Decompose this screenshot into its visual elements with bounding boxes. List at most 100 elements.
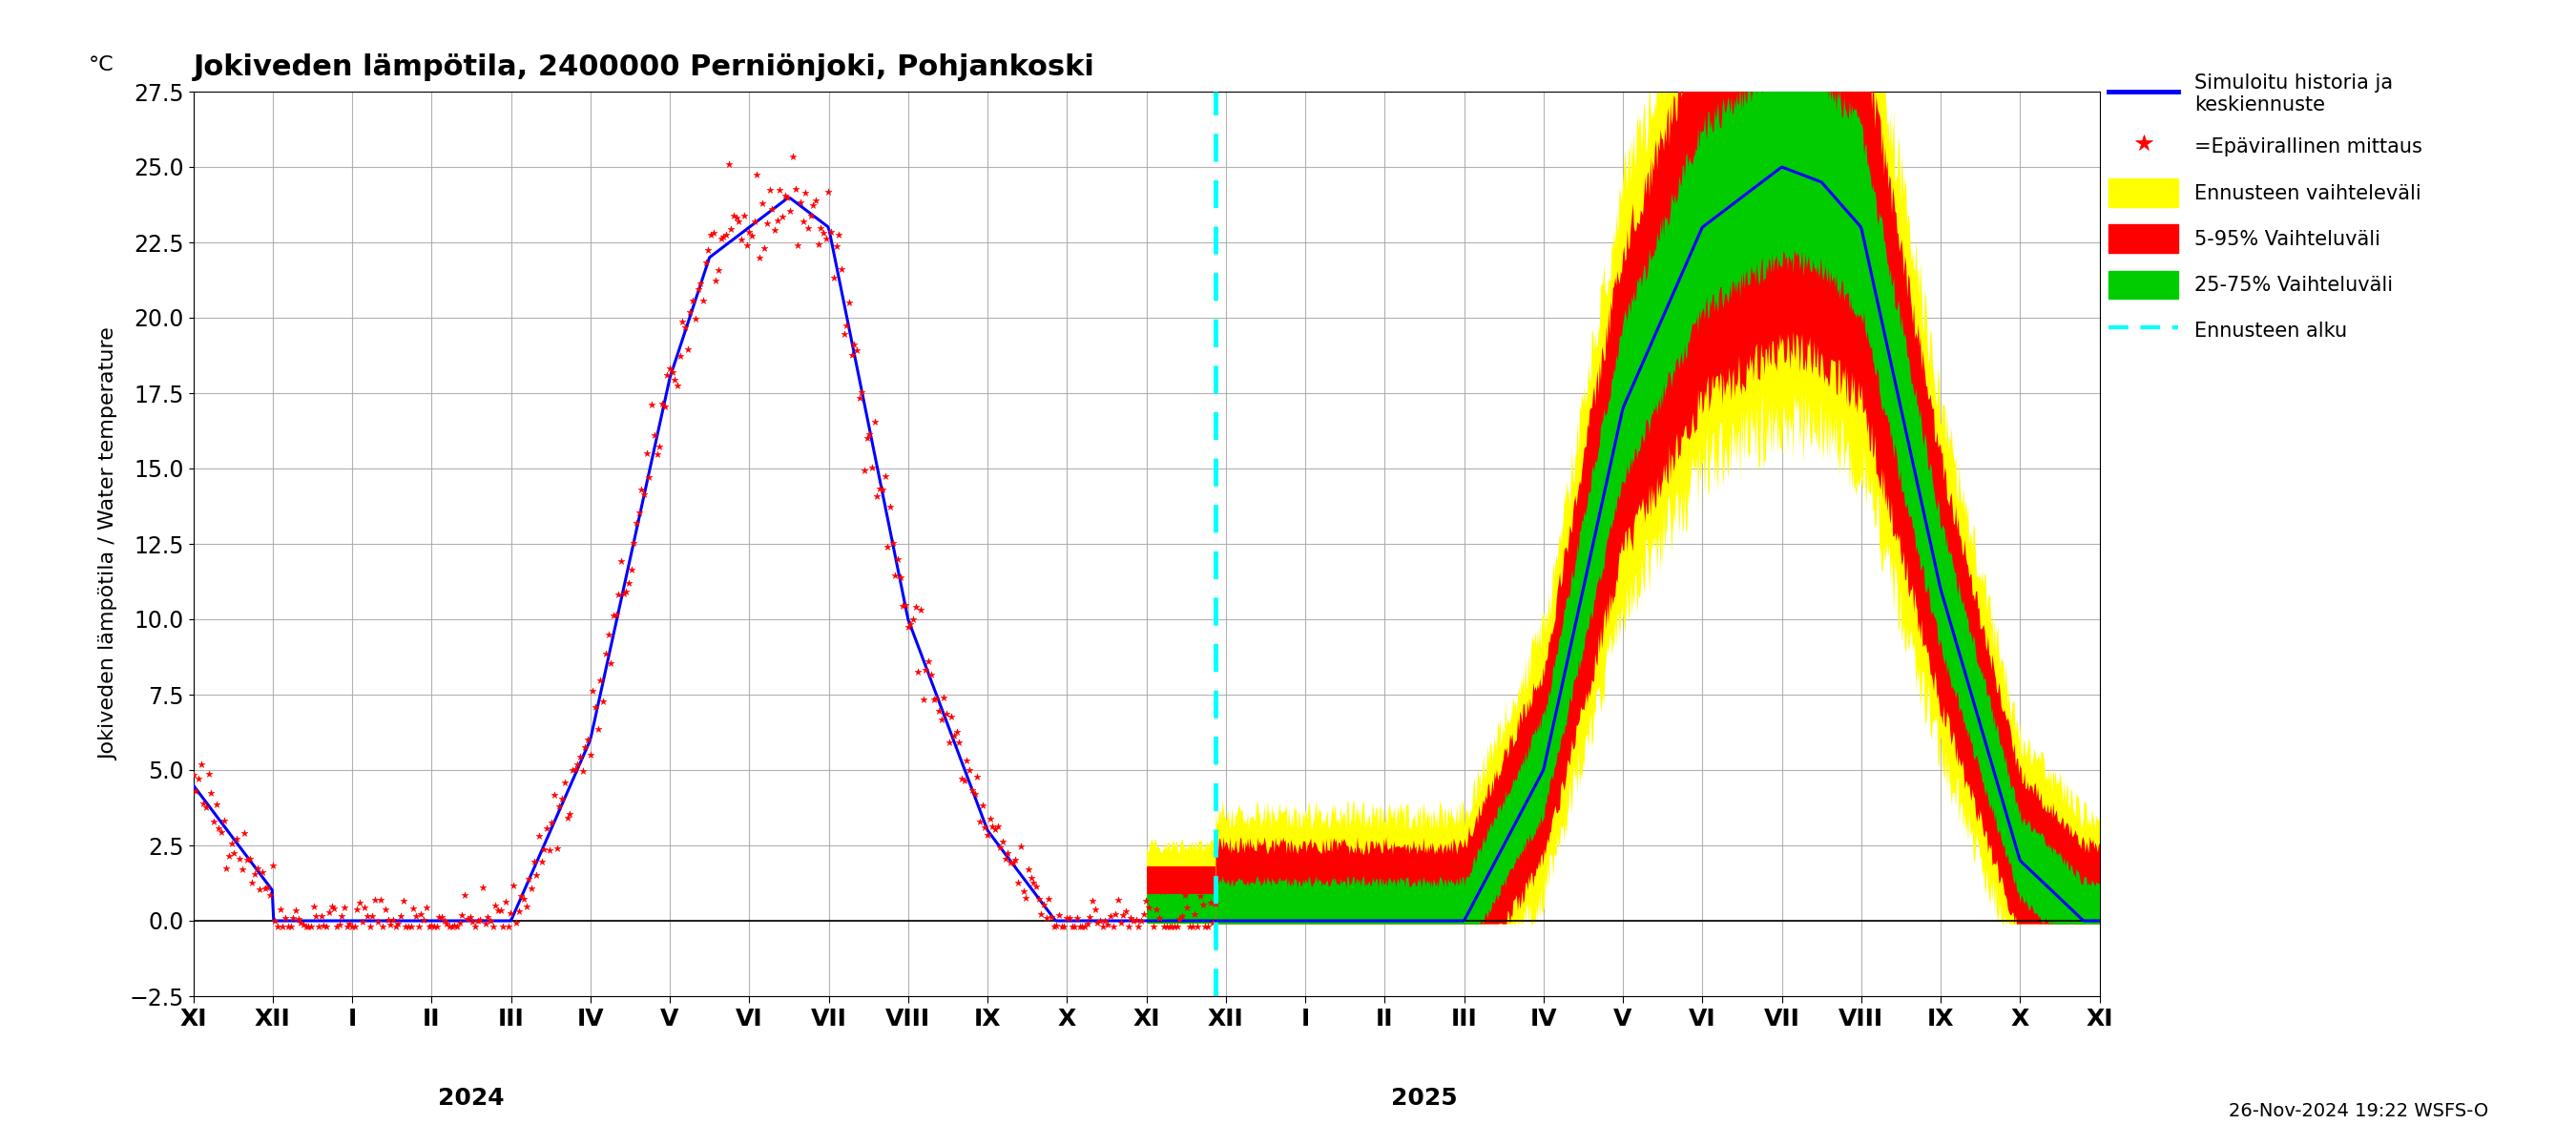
Point	[979, 838, 1020, 856]
Point	[732, 226, 773, 244]
Point	[626, 444, 667, 463]
Point	[611, 561, 652, 579]
Point	[368, 910, 410, 929]
Point	[397, 907, 438, 925]
Point	[541, 790, 582, 808]
Point	[621, 481, 662, 499]
Point	[443, 886, 484, 905]
Point	[670, 303, 711, 322]
Point	[1010, 868, 1051, 886]
Point	[917, 702, 958, 720]
Point	[1072, 892, 1113, 910]
Point	[863, 481, 904, 499]
Point	[734, 213, 775, 231]
Point	[247, 878, 289, 897]
Point	[281, 914, 322, 932]
Point	[1064, 917, 1105, 935]
Point	[945, 751, 987, 769]
Point	[1054, 917, 1095, 935]
Point	[420, 908, 461, 926]
Point	[1180, 886, 1221, 905]
Point	[873, 534, 914, 552]
Point	[433, 916, 474, 934]
Point	[623, 485, 665, 504]
Point	[966, 826, 1007, 844]
Point	[278, 909, 319, 927]
Point	[1056, 908, 1097, 926]
Point	[350, 917, 392, 935]
Point	[657, 377, 698, 395]
Point	[878, 550, 920, 568]
Point	[389, 917, 430, 935]
Point	[935, 722, 976, 741]
Point	[739, 248, 781, 267]
Point	[927, 733, 969, 751]
Point	[1097, 891, 1139, 909]
Point	[675, 309, 716, 327]
Point	[894, 598, 935, 616]
Point	[806, 229, 848, 247]
Point	[837, 341, 878, 360]
Point	[994, 851, 1036, 869]
Point	[922, 688, 963, 706]
Point	[690, 226, 732, 244]
Point	[744, 239, 786, 258]
Point	[871, 498, 912, 516]
Point	[1036, 916, 1077, 934]
Point	[647, 366, 688, 385]
Point	[1113, 911, 1154, 930]
Point	[453, 917, 495, 935]
Point	[546, 808, 587, 827]
Point	[683, 291, 724, 309]
Point	[768, 188, 809, 206]
Point	[1123, 905, 1164, 923]
Point	[938, 733, 979, 751]
Point	[520, 852, 562, 870]
Point	[224, 824, 265, 843]
Point	[1005, 889, 1046, 907]
Point	[940, 769, 981, 788]
Point	[358, 913, 399, 931]
Point	[340, 893, 381, 911]
Point	[762, 207, 804, 226]
Point	[526, 819, 567, 837]
Point	[410, 916, 451, 934]
Point	[1172, 917, 1213, 935]
Point	[858, 488, 899, 506]
Point	[639, 437, 680, 456]
Point	[325, 899, 366, 917]
Point	[1195, 894, 1236, 913]
Point	[1103, 906, 1144, 924]
Point	[1190, 893, 1231, 911]
Point	[804, 224, 845, 243]
Point	[404, 910, 446, 929]
Point	[544, 773, 585, 791]
Point	[981, 832, 1023, 851]
Point	[629, 468, 670, 487]
Point	[631, 395, 672, 413]
Point	[270, 917, 312, 935]
Point	[250, 886, 291, 905]
Point	[801, 219, 842, 237]
Point	[652, 363, 693, 381]
Point	[533, 785, 574, 804]
Point	[582, 693, 623, 711]
Point	[775, 180, 817, 198]
Point	[881, 597, 922, 615]
Point	[1118, 917, 1159, 935]
Point	[592, 606, 634, 624]
Point	[943, 771, 984, 789]
Point	[222, 860, 263, 878]
Point	[216, 829, 258, 847]
Point	[989, 853, 1030, 871]
Point	[574, 697, 616, 716]
Point	[799, 235, 840, 253]
Point	[322, 907, 363, 925]
Point	[1077, 914, 1118, 932]
Point	[327, 917, 368, 935]
Point	[724, 206, 765, 224]
Point	[878, 568, 920, 586]
Point	[1084, 911, 1126, 930]
Point	[1020, 905, 1061, 923]
Point	[417, 908, 459, 926]
